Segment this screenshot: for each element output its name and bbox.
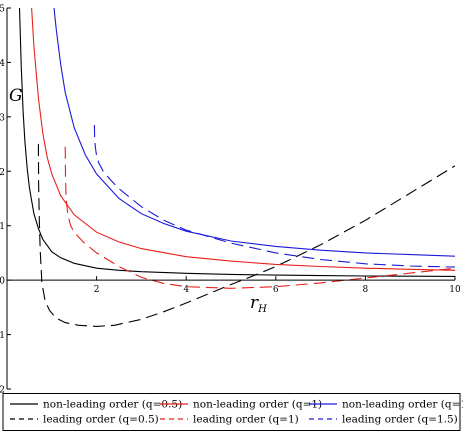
x-tick-label: 10 xyxy=(449,285,461,295)
series-line-0 xyxy=(18,8,455,277)
x-tick-label: 2 xyxy=(94,285,100,295)
series-line-2 xyxy=(31,8,455,271)
x-tick-label: 6 xyxy=(273,285,279,295)
series-line-1 xyxy=(37,144,455,327)
legend-entry: leading order (q=1) xyxy=(193,414,299,426)
series-line-3 xyxy=(64,146,455,289)
x-axis-label: rH xyxy=(250,293,267,315)
y-tick-label: - 1 xyxy=(0,331,5,341)
series-line-5 xyxy=(93,124,455,268)
y-tick-label: 4 xyxy=(0,59,5,69)
legend-box xyxy=(2,393,461,431)
y-axis-label: G xyxy=(9,86,23,106)
series-line-4 xyxy=(53,8,455,257)
legend-entry: non-leading order (q=0.5) xyxy=(43,399,182,411)
x-tick-label: 8 xyxy=(363,285,369,295)
y-tick-label: - 2 xyxy=(0,386,5,396)
legend-entry: leading order (q=0.5) xyxy=(43,414,159,426)
curves-layer xyxy=(18,8,455,327)
legend-entry: non-leading order (q=1) xyxy=(193,399,322,411)
y-tick-label: 0 xyxy=(0,277,5,287)
ticks-layer: 2 4 6 8 10 - 2 - 1 0 1 2 3 4 5 xyxy=(0,5,461,396)
legend-entry: leading order (q=1.5) xyxy=(342,414,458,426)
x-axis-label-main: r xyxy=(250,293,259,313)
y-tick-label: 3 xyxy=(0,113,5,123)
x-axis-label-subscript: H xyxy=(257,304,267,315)
y-tick-label: 1 xyxy=(0,222,5,232)
legend: non-leading order (q=0.5) leading order (… xyxy=(2,393,463,431)
y-tick-label: 5 xyxy=(0,5,5,15)
x-tick-label: 4 xyxy=(183,285,189,295)
legend-entry: non-leading order (q=1.5) xyxy=(342,399,463,411)
y-tick-label: 2 xyxy=(0,168,5,178)
axes-layer xyxy=(6,8,455,389)
